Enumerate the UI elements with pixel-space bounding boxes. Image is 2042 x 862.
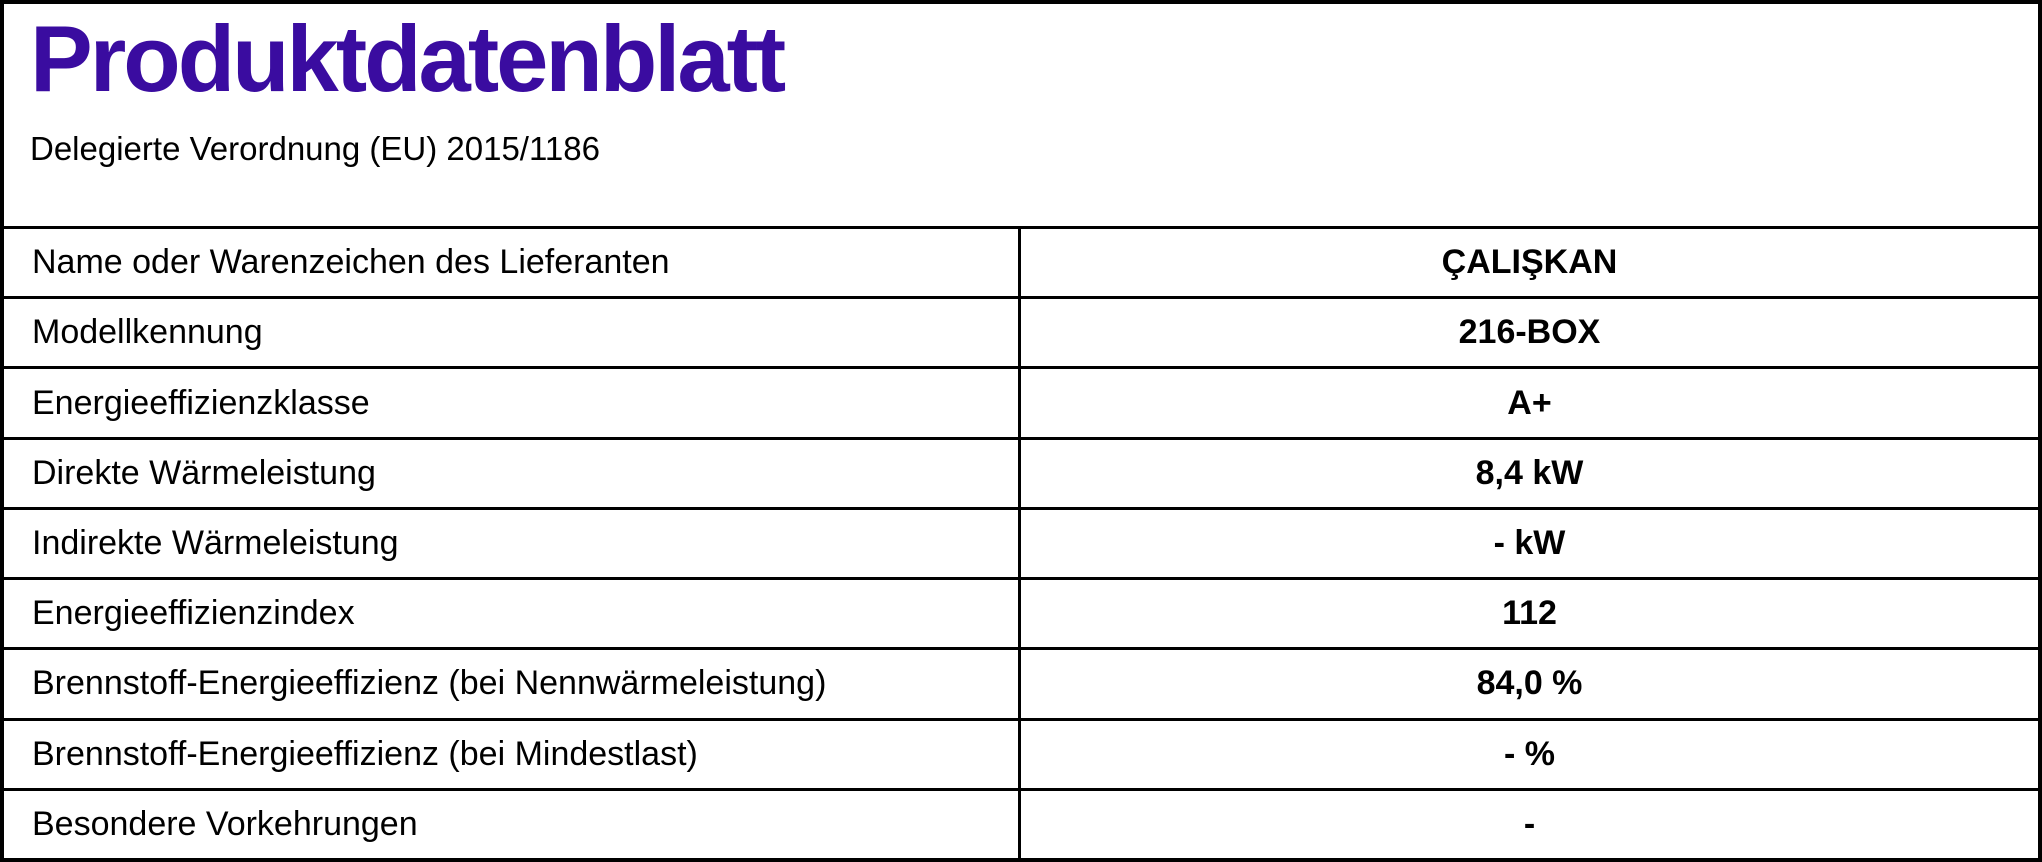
row-label: Energieeffizienzindex bbox=[4, 580, 1021, 648]
row-label: Modellkennung bbox=[4, 299, 1021, 367]
row-value: 216-BOX bbox=[1458, 313, 1601, 352]
table-row-special-precautions: Besondere Vorkehrungen - bbox=[4, 790, 2038, 858]
page-title: Produktdatenblatt bbox=[30, 6, 786, 111]
row-label: Indirekte Wärmeleistung bbox=[4, 509, 1021, 578]
row-label: Besondere Vorkehrungen bbox=[4, 790, 1021, 858]
row-label: Name oder Warenzeichen des Lieferanten bbox=[4, 229, 1021, 297]
row-value: 84,0 % bbox=[1476, 664, 1583, 703]
row-value: - % bbox=[1504, 734, 1555, 773]
datasheet-header: Produktdatenblatt Delegierte Verordnung … bbox=[4, 4, 2038, 226]
row-label: Direkte Wärmeleistung bbox=[4, 439, 1021, 507]
table-row-direct-heat-output: Direkte Wärmeleistung 8,4 kW bbox=[4, 439, 2038, 510]
row-value: 8,4 kW bbox=[1475, 453, 1584, 492]
row-value: 112 bbox=[1502, 594, 1557, 633]
row-value: - bbox=[1523, 804, 1536, 843]
table-row-energy-class: Energieeffizienzklasse A+ bbox=[4, 369, 2038, 440]
row-label: Brennstoff-Energieeffizienz (bei Mindest… bbox=[4, 720, 1021, 788]
table-row-fuel-efficiency-minimum: Brennstoff-Energieeffizienz (bei Mindest… bbox=[4, 720, 2038, 791]
row-value: A+ bbox=[1507, 383, 1552, 422]
table-row-energy-efficiency-index: Energieeffizienzindex 112 bbox=[4, 580, 2038, 651]
table-row-indirect-heat-output: Indirekte Wärmeleistung - kW bbox=[4, 509, 2038, 581]
row-label: Energieeffizienzklasse bbox=[4, 369, 1021, 437]
row-value: ÇALIŞKAN bbox=[1441, 243, 1618, 282]
row-label: Brennstoff-Energieeffizienz (bei Nennwär… bbox=[4, 650, 1021, 718]
row-value: - kW bbox=[1493, 523, 1566, 562]
table-row-fuel-efficiency-nominal: Brennstoff-Energieeffizienz (bei Nennwär… bbox=[4, 650, 2038, 721]
table-row-supplier: Name oder Warenzeichen des Lieferanten Ç… bbox=[4, 229, 2038, 300]
specification-table: Name oder Warenzeichen des Lieferanten Ç… bbox=[4, 226, 2038, 858]
table-row-model: Modellkennung 216-BOX bbox=[4, 299, 2038, 370]
regulation-subtitle: Delegierte Verordnung (EU) 2015/1186 bbox=[30, 130, 600, 167]
